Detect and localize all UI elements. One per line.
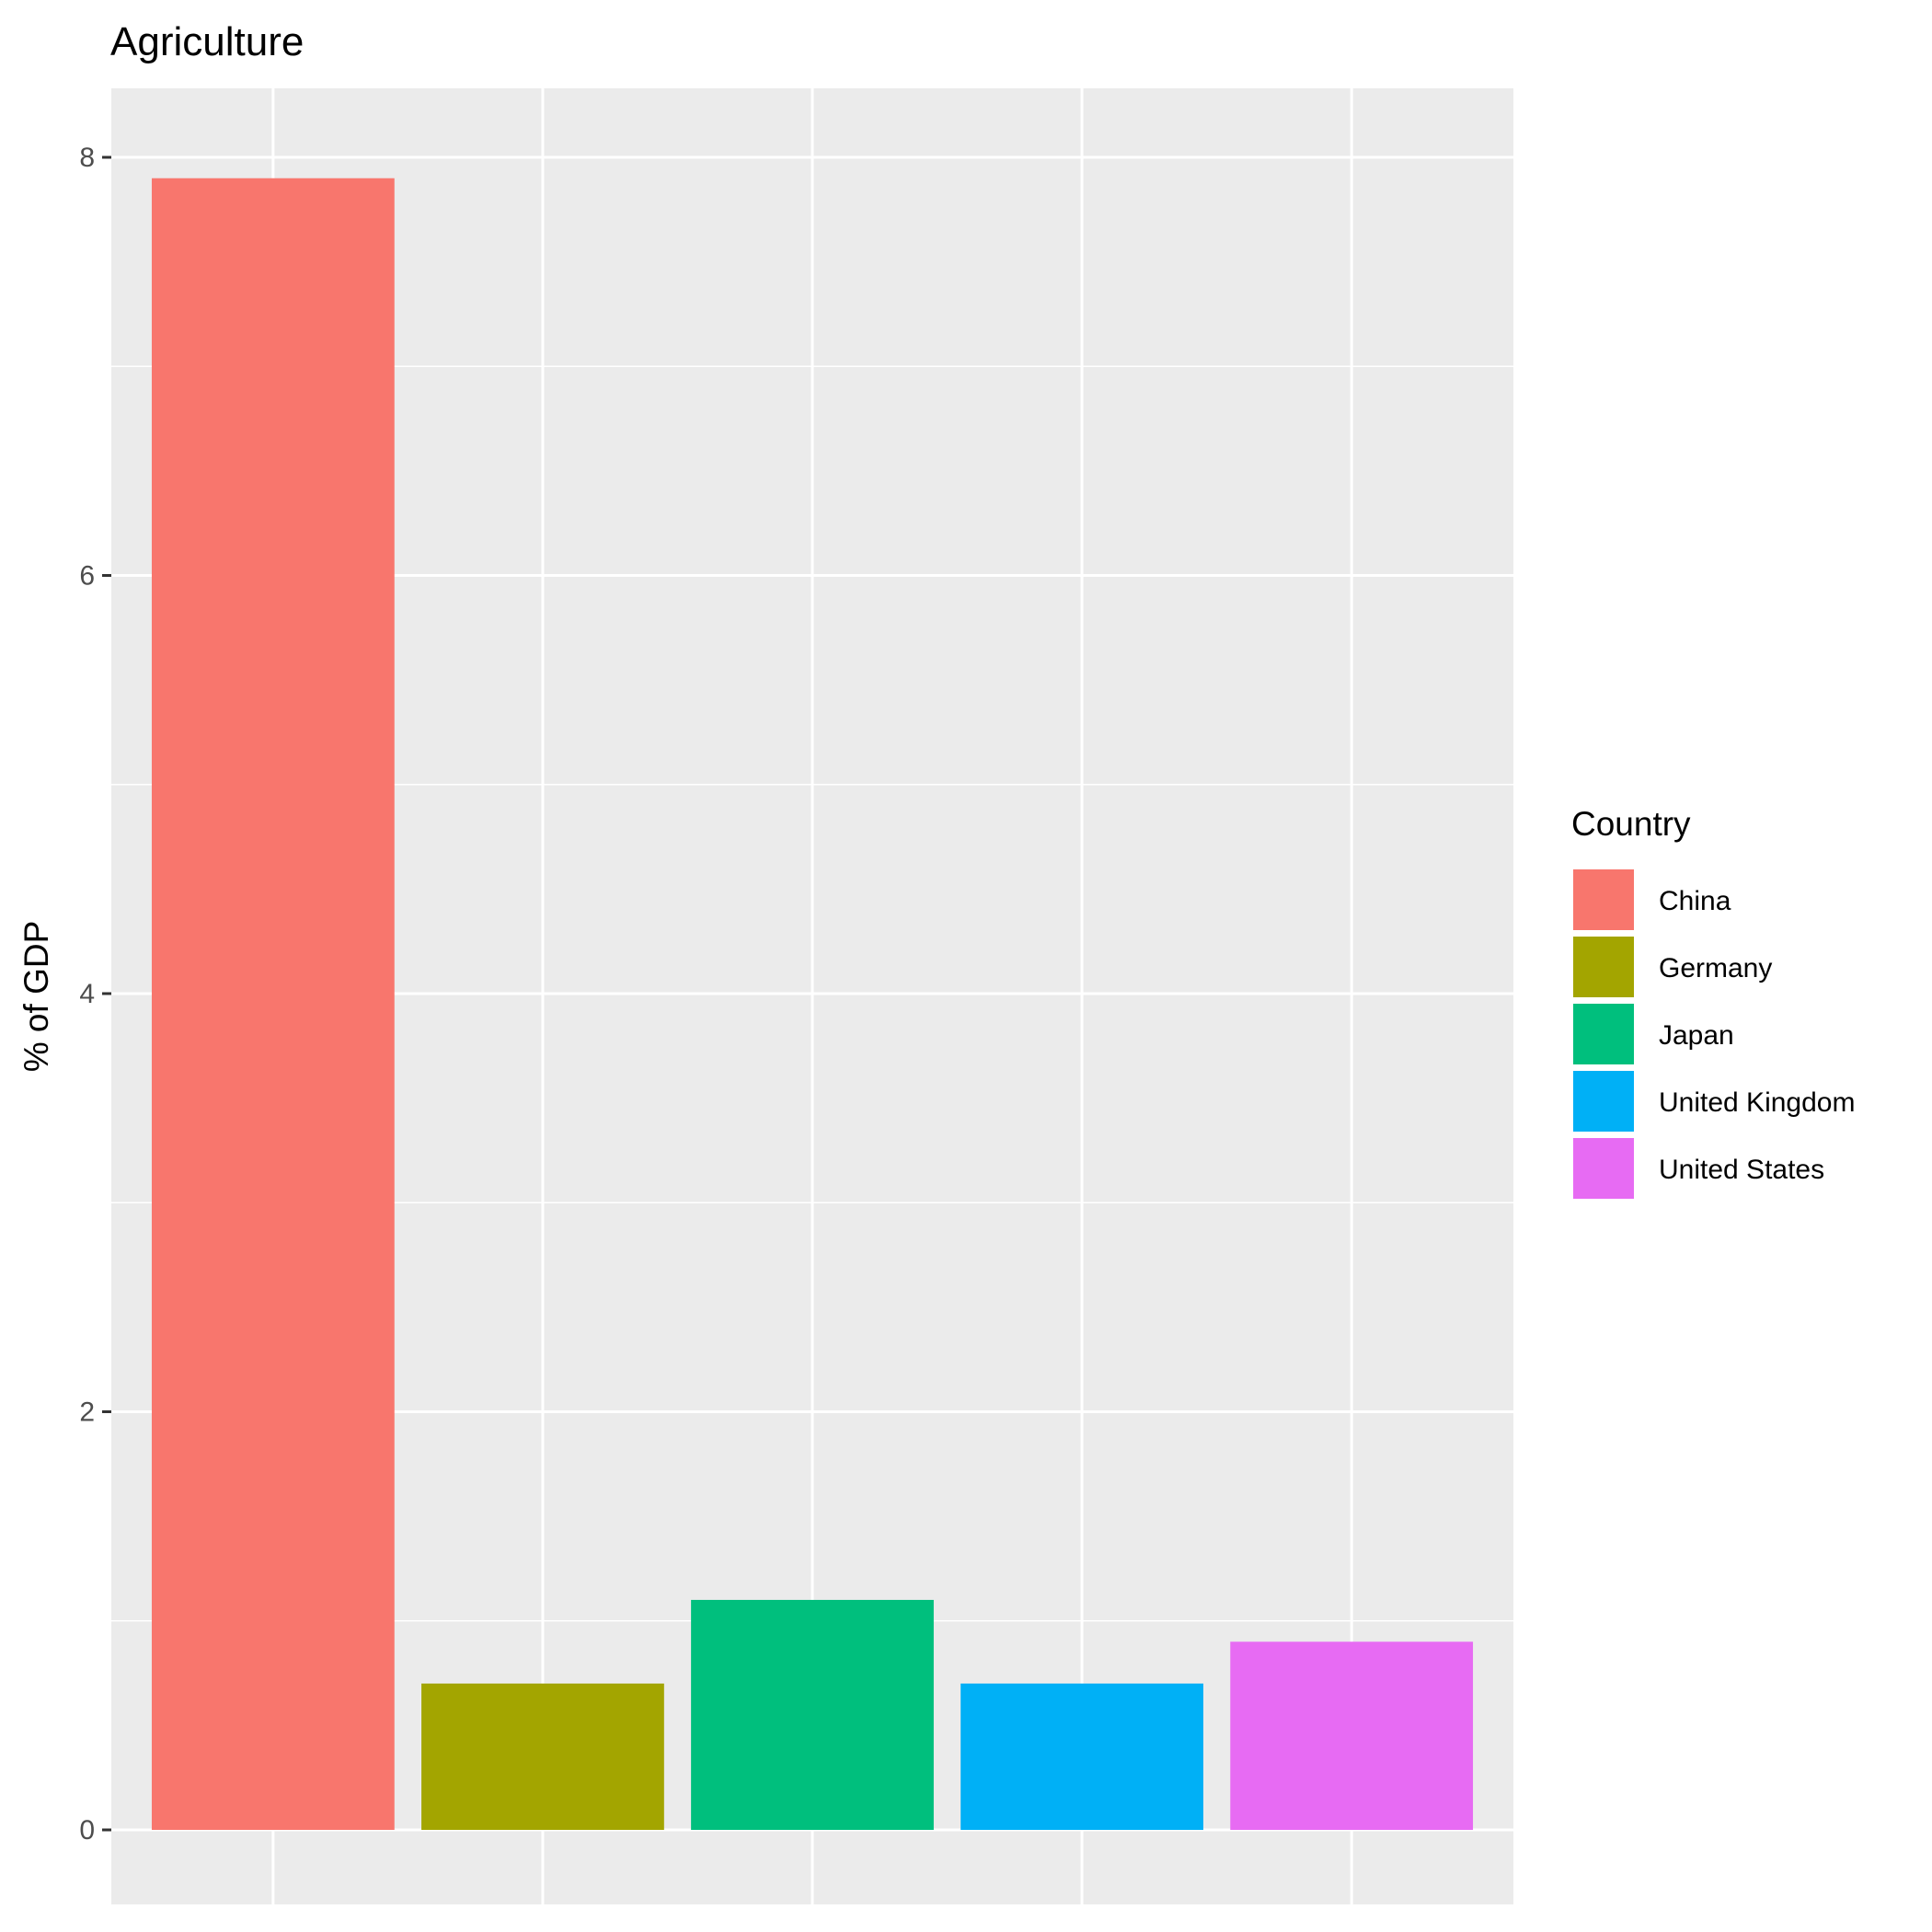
bar-united-states (1230, 1641, 1474, 1830)
bar-germany (421, 1683, 664, 1830)
chart-title: Agriculture (110, 19, 304, 64)
y-axis: 0 2 4 6 8 (79, 143, 111, 1846)
legend-key-china (1573, 869, 1634, 930)
y-tick-label: 6 (79, 561, 95, 592)
legend-label: China (1659, 886, 1731, 916)
legend-label: Germany (1659, 953, 1772, 983)
legend-key-japan (1573, 1004, 1634, 1064)
y-tick-label: 4 (79, 979, 95, 1009)
bar-japan (691, 1600, 934, 1830)
legend-key-united-states (1573, 1138, 1634, 1199)
y-tick-label: 8 (79, 143, 95, 173)
legend: Country China Germany Japan United Kingdom U… (1571, 805, 1855, 1199)
y-tick-label: 2 (79, 1397, 95, 1428)
legend-key-united-kingdom (1573, 1071, 1634, 1132)
y-axis-title: % of GDP (17, 921, 55, 1073)
bar-china (151, 178, 395, 1831)
bar-united-kingdom (960, 1683, 1203, 1830)
y-tick-label: 0 (79, 1815, 95, 1846)
legend-key-germany (1573, 937, 1634, 997)
legend-title: Country (1571, 805, 1691, 843)
legend-label: United States (1659, 1155, 1824, 1185)
bars-group (151, 178, 1474, 1831)
legend-label: Japan (1659, 1020, 1734, 1051)
legend-label: United Kingdom (1659, 1087, 1855, 1118)
